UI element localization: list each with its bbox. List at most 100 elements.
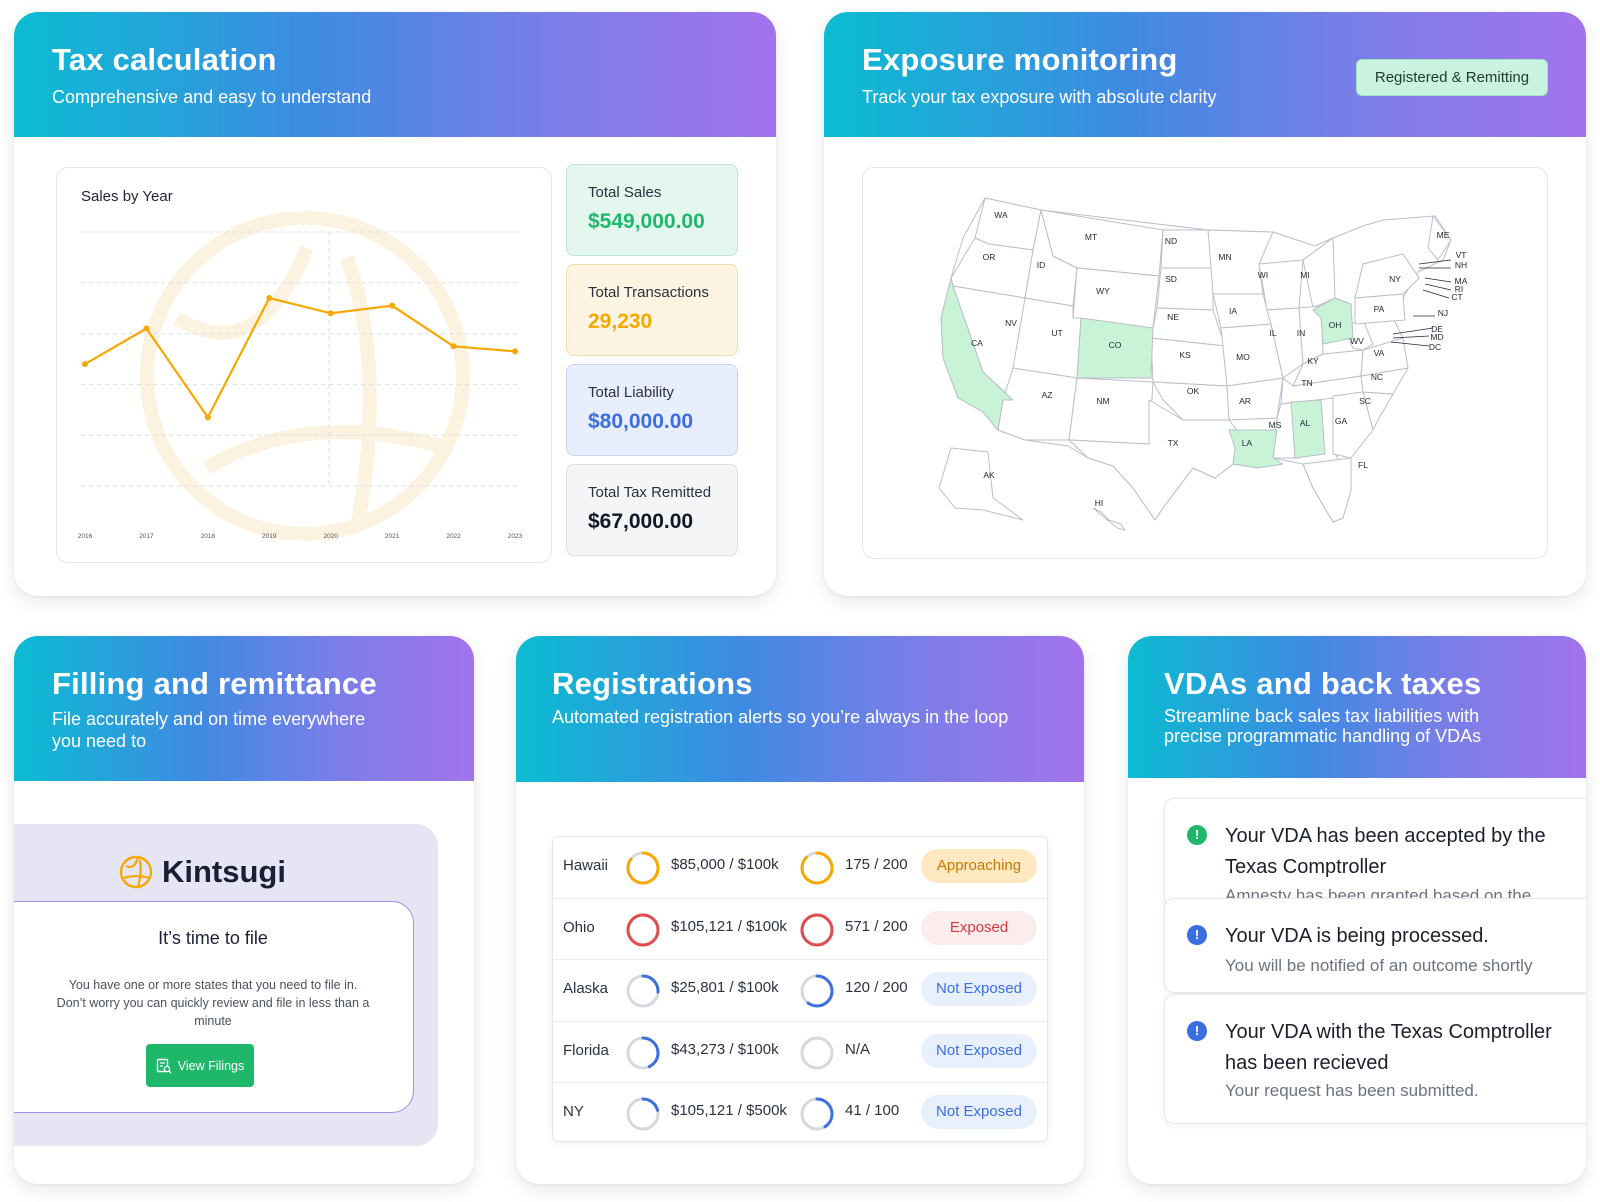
registration-row[interactable]: Hawaii $85,000 / $100k 175 / 200 Approachin… [553,837,1047,898]
row-state: Hawaii [563,857,609,874]
data-point[interactable] [512,348,518,355]
vda-body: Your request has been submitted. [1225,1081,1479,1100]
tax-card-title: Tax calculation [52,42,277,77]
transactions-progress-ring [799,912,835,953]
vda-notification-accepted[interactable]: ! Your VDA has been accepted by the Texa… [1164,798,1586,908]
state-label-ks: KS [1179,350,1191,360]
file-notice-title: It’s time to file [158,928,268,948]
state-label-ak: AK [983,470,995,480]
file-notice-card: It’s time to file You have one or more s… [14,901,414,1113]
state-il [1266,307,1304,379]
registration-row[interactable]: Alaska $25,801 / $100k 120 / 200 Not Expose… [553,959,1047,1020]
state-label-ny: NY [1389,274,1401,284]
filing-card-subtitle-line2: you need to [52,731,147,751]
x-tick-label: 2018 [201,533,216,540]
state-ks [1150,337,1228,387]
line-chart-plot: 2016 2017 2018 2019 2020 2021 2022 2023 [78,231,523,540]
us-map: WA OR CA ID NV MT WY UT AZ CO NM ND SD NE KS OK TX MN IA MO… [938,197,1468,531]
exposure-monitoring-card: Exposure monitoring Track your tax expos… [824,12,1586,596]
vda-title-line: has been recieved [1225,1052,1389,1074]
filing-remittance-card: Filling and remittance File accurately a… [14,636,474,1184]
state-label-de: DE [1431,324,1443,334]
row-transactions-threshold: 120 / 200 [845,979,908,997]
state-label-ca: CA [971,338,983,348]
row-transactions-threshold: 41 / 100 [845,1101,900,1119]
state-label-hi: HI [1095,498,1104,508]
status-badge[interactable]: Not Exposed [921,1033,1037,1068]
metric-total-liability: Total Liability $80,000.00 [566,364,738,456]
data-point[interactable] [82,361,88,368]
state-va [1360,337,1409,377]
vda-body: You will be notified of an outcome short… [1225,956,1533,975]
state-label-ok: OK [1187,386,1200,396]
tax-card-subtitle: Comprehensive and easy to understand [52,87,372,107]
state-label-wv: WV [1350,336,1364,346]
kintsugi-logo-icon [119,855,153,889]
state-label-il: IL [1269,328,1276,338]
view-filings-button[interactable]: View Filings [146,1044,254,1087]
metric-label: Total Tax Remitted [588,484,712,501]
state-fl [1302,457,1352,523]
data-point[interactable] [327,310,334,317]
info-alert-icon: ! [1187,1021,1207,1041]
state-az [997,367,1078,441]
registration-row[interactable]: NY $105,121 / $500k 41 / 100 Not Exposed [553,1081,1047,1143]
metric-total-sales: Total Sales $549,000.00 [566,164,738,256]
chart-watermark [140,211,470,541]
state-label-al: AL [1300,418,1311,428]
status-badge[interactable]: Approaching [921,849,1037,883]
row-transactions-threshold: N/A [845,1040,871,1058]
ne-leader-lines [1390,259,1452,347]
vda-card-title: VDAs and back taxes [1164,666,1482,701]
state-label-co: CO [1109,340,1122,350]
state-label-nc: NC [1371,372,1383,382]
registration-row[interactable]: Florida $43,273 / $100k N/A Not Exposed [553,1020,1047,1082]
row-transactions-threshold: 571 / 200 [845,918,908,936]
state-label-ga: GA [1335,416,1348,426]
vda-title-line: Texas Comptroller [1225,856,1387,878]
filing-card-subtitle-line1: File accurately and on time everywhere [52,709,366,729]
data-point[interactable] [389,302,396,309]
vda-notification-processing[interactable]: ! Your VDA is being processed. You will … [1164,898,1586,993]
state-label-sc: SC [1359,396,1371,406]
sales-series-line [84,296,516,420]
state-label-dc: DC [1429,342,1441,352]
metric-total-transactions: Total Transactions 29,230 [566,264,738,356]
data-point[interactable] [143,325,150,332]
file-notice-description: You have one or more states that you nee… [27,976,399,1030]
state-hi [1092,507,1126,531]
kintsugi-panel: Kintsugi It’s time to file You have one … [14,824,438,1146]
state-ut [1012,297,1082,379]
registrations-table: Hawaii $85,000 / $100k 175 / 200 Approachin… [552,836,1048,1142]
registered-remitting-badge[interactable]: Registered & Remitting [1356,59,1548,96]
data-point[interactable] [204,414,211,421]
state-wi [1258,259,1304,311]
data-point[interactable] [450,343,457,350]
data-point[interactable] [266,295,273,302]
x-tick-label: 2019 [262,533,277,540]
state-label-wa: WA [994,210,1008,220]
vda-title-line: Your VDA with the Texas Comptroller [1225,1021,1552,1043]
notice-line: minute [194,1014,232,1028]
sales-progress-ring [625,1035,661,1076]
status-badge[interactable]: Exposed [921,911,1037,946]
state-label-tn: TN [1301,378,1312,388]
vda-title-line: Your VDA is being processed. [1225,925,1489,947]
row-state: Alaska [563,980,609,998]
state-label-tx: TX [1168,438,1179,448]
state-label-in: IN [1297,328,1306,338]
status-badge[interactable]: Not Exposed [921,972,1037,1007]
notice-line: You have one or more states that you nee… [68,978,358,992]
row-sales-threshold: $105,121 / $500k [671,1101,787,1119]
status-badge[interactable]: Not Exposed [921,1094,1037,1129]
row-sales-threshold: $25,801 / $100k [671,979,779,997]
state-label-ut: UT [1051,328,1062,338]
registration-row[interactable]: Ohio $105,121 / $100k 571 / 200 Exposed [553,898,1047,959]
state-label-nm: NM [1096,396,1109,406]
kintsugi-logo: Kintsugi [118,854,286,890]
sales-progress-ring [625,912,661,953]
notice-line: Don’t worry you can quickly review and f… [56,996,370,1010]
vda-notification-received[interactable]: ! Your VDA with the Texas Comptroller ha… [1164,994,1586,1124]
exposure-card-subtitle: Track your tax exposure with absolute cl… [862,87,1217,107]
state-oh [1312,297,1354,345]
